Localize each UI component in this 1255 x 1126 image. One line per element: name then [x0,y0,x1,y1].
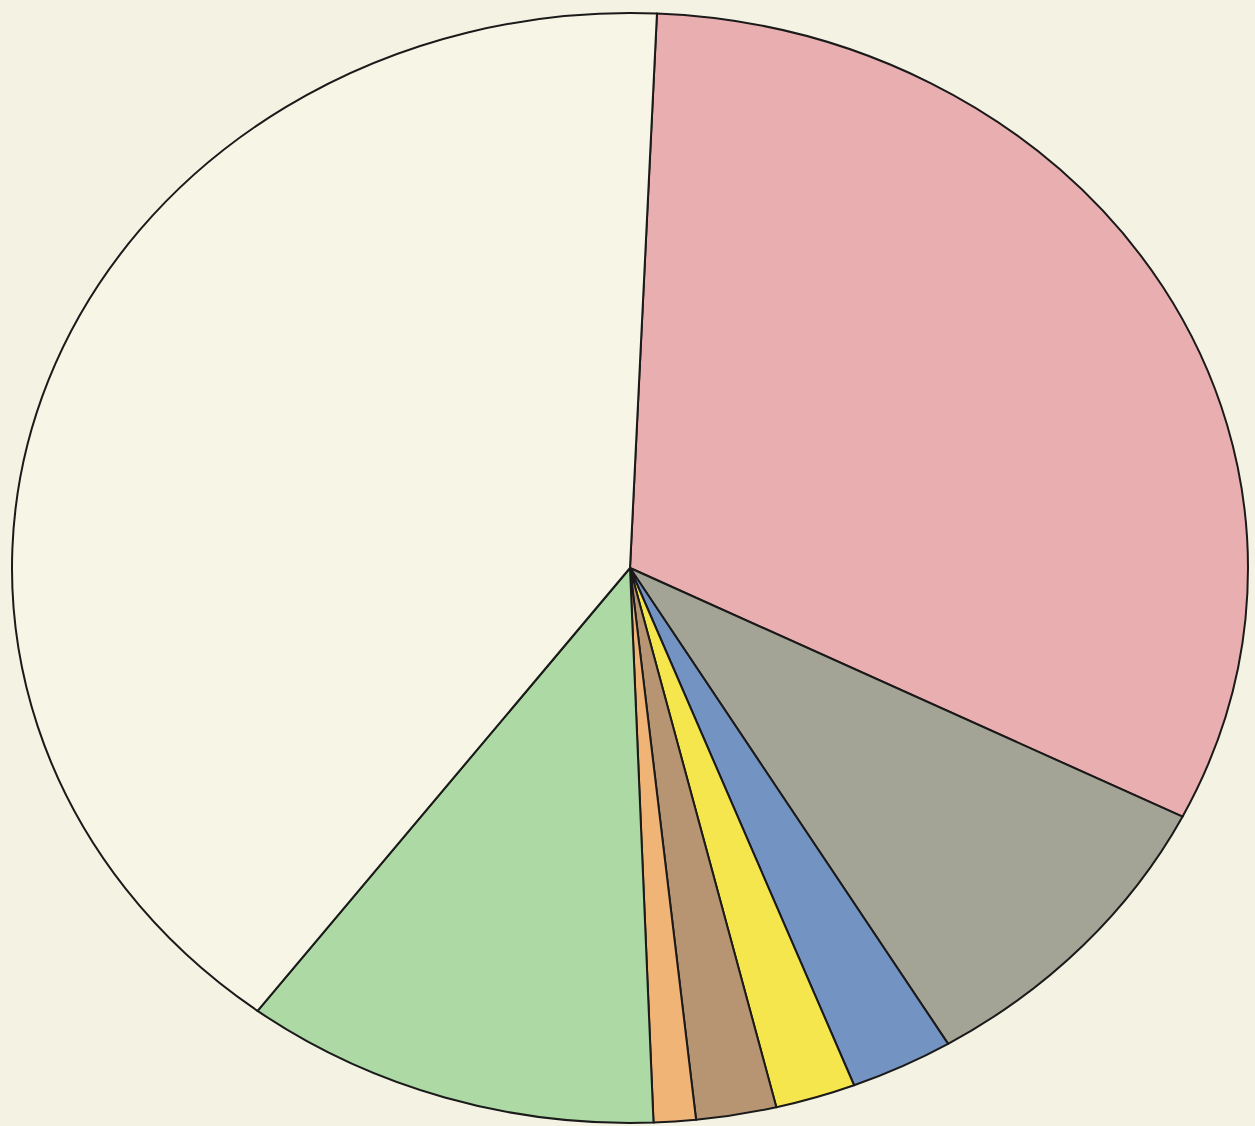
pie [12,13,1248,1123]
chart [0,0,1255,1126]
background [0,0,1255,1126]
pie-slice [12,13,657,1011]
